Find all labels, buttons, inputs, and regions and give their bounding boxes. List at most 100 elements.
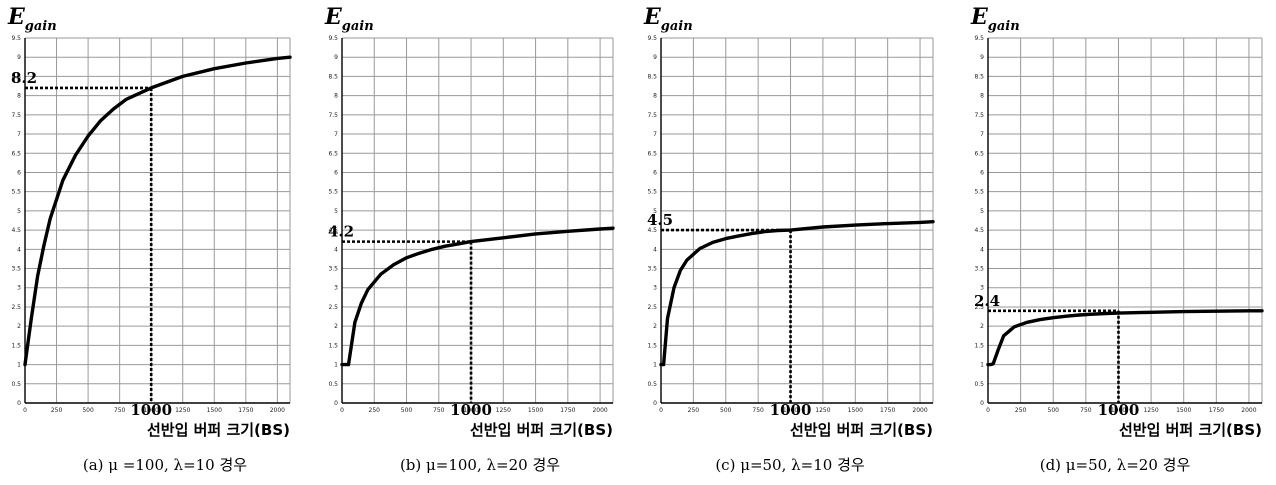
y-tick-label: 0.5 xyxy=(11,381,21,388)
y-tick-label: 8.5 xyxy=(647,73,657,80)
x-axis-title: 선반입 버퍼 크기(BS) xyxy=(790,421,933,439)
x-tick-label: 250 xyxy=(1015,407,1027,414)
y-tick-label: 4 xyxy=(980,246,984,253)
annotation-y-label: 8.2 xyxy=(11,69,37,87)
y-tick-label: 5 xyxy=(334,208,338,215)
y-tick-label: 3.5 xyxy=(328,266,338,273)
y-tick-label: 8.5 xyxy=(11,73,21,80)
y-tick-label: 1.5 xyxy=(974,342,984,349)
annotation-y-label: 2.4 xyxy=(974,292,1000,310)
x-tick-label: 1250 xyxy=(175,407,190,414)
x-tick-label: 1750 xyxy=(1209,407,1224,414)
y-tick-label: 6 xyxy=(334,169,338,176)
x-tick-label: 1250 xyxy=(815,407,830,414)
y-tick-label: 4.5 xyxy=(974,227,984,234)
y-tick-label: 1 xyxy=(980,362,984,369)
x-tick-label: 750 xyxy=(752,407,764,414)
y-tick-label: 7 xyxy=(17,131,21,138)
y-tick-label: 1.5 xyxy=(647,342,657,349)
y-axis-title: Egain xyxy=(970,4,1020,34)
chart-caption: (a) μ =100, λ=10 경우 xyxy=(83,456,247,474)
x-tick-label: 1750 xyxy=(880,407,895,414)
x-tick-label: 1500 xyxy=(528,407,543,414)
x-tick-label: 1250 xyxy=(496,407,511,414)
chart-panel: 0 250 500 750 1000 1250 1500 1750 2000 0 0.5 1 1.5 2 2… xyxy=(7,4,292,474)
x-tick-label: 250 xyxy=(688,407,700,414)
x-tick-label: 750 xyxy=(114,407,126,414)
chart-caption: (c) μ=50, λ=10 경우 xyxy=(715,456,865,474)
y-tick-label: 4.5 xyxy=(328,227,338,234)
y-tick-label: 5.5 xyxy=(11,189,21,196)
x-axis-title: 선반입 버퍼 크기(BS) xyxy=(470,421,613,439)
y-tick-label: 9.5 xyxy=(974,35,984,42)
y-axis-title-main: E xyxy=(970,4,989,30)
y-tick-label: 2.5 xyxy=(328,304,338,311)
y-tick-label: 4 xyxy=(334,246,338,253)
x-tick-label: 1500 xyxy=(207,407,222,414)
y-tick-label: 5 xyxy=(653,208,657,215)
x-tick-label: 1500 xyxy=(1176,407,1191,414)
y-tick-label: 3.5 xyxy=(974,266,984,273)
y-tick-label: 3 xyxy=(334,285,338,292)
y-tick-label: 6.5 xyxy=(11,150,21,157)
x-tick-label: 750 xyxy=(1080,407,1092,414)
annotation-x-label: 1000 xyxy=(1098,401,1140,419)
y-tick-label: 0 xyxy=(17,400,21,407)
y-tick-label: 7.5 xyxy=(974,112,984,119)
x-tick-label: 1750 xyxy=(238,407,253,414)
y-tick-label: 3 xyxy=(980,285,984,292)
y-axis-title-main: E xyxy=(7,4,26,30)
y-tick-label: 9.5 xyxy=(647,35,657,42)
y-tick-label: 4 xyxy=(17,246,21,253)
y-tick-label: 6 xyxy=(980,169,984,176)
y-tick-label: 6 xyxy=(17,169,21,176)
y-tick-label: 3 xyxy=(17,285,21,292)
y-tick-label: 8.5 xyxy=(974,73,984,80)
y-tick-label: 2 xyxy=(17,323,21,330)
y-tick-label: 1 xyxy=(653,362,657,369)
y-tick-label: 7.5 xyxy=(328,112,338,119)
x-tick-label: 1000 xyxy=(1111,407,1126,414)
x-tick-label: 0 xyxy=(23,407,27,414)
x-tick-label: 2000 xyxy=(912,407,927,414)
chart-caption: (d) μ=50, λ=20 경우 xyxy=(1040,456,1191,474)
y-tick-label: 9 xyxy=(17,54,21,61)
x-tick-label: 250 xyxy=(51,407,63,414)
y-tick-label: 8.5 xyxy=(328,73,338,80)
x-axis-title: 선반입 버퍼 크기(BS) xyxy=(147,421,290,439)
y-tick-label: 0.5 xyxy=(647,381,657,388)
x-tick-label: 750 xyxy=(433,407,445,414)
x-tick-label: 500 xyxy=(401,407,413,414)
y-axis-title-main: E xyxy=(643,4,662,30)
x-tick-label: 1750 xyxy=(560,407,575,414)
x-axis-title: 선반입 버퍼 크기(BS) xyxy=(1119,421,1262,439)
y-axis-title-main: E xyxy=(324,4,343,30)
x-tick-label: 0 xyxy=(659,407,663,414)
y-tick-label: 6 xyxy=(653,169,657,176)
data-line xyxy=(340,226,615,367)
chart-panel: 0 250 500 750 1000 1250 1500 1750 2000 0 0.5 1 1.5 2 2… xyxy=(324,4,615,474)
annotation-x-label: 1000 xyxy=(770,401,812,419)
y-tick-label: 0.5 xyxy=(974,381,984,388)
y-tick-label: 2.5 xyxy=(647,304,657,311)
x-tick-label: 1000 xyxy=(463,407,478,414)
x-tick-label: 500 xyxy=(1048,407,1060,414)
y-axis-title-subscript: gain xyxy=(342,19,374,34)
y-tick-label: 4.5 xyxy=(647,227,657,234)
y-tick-label: 4.5 xyxy=(11,227,21,234)
y-tick-label: 2 xyxy=(980,323,984,330)
y-tick-label: 0 xyxy=(980,400,984,407)
y-tick-label: 7 xyxy=(980,131,984,138)
y-tick-label: 9 xyxy=(980,54,984,61)
x-tick-label: 2000 xyxy=(1241,407,1256,414)
y-tick-label: 8 xyxy=(980,93,984,100)
x-tick-label: 1500 xyxy=(848,407,863,414)
data-line xyxy=(986,309,1264,367)
y-tick-label: 9 xyxy=(653,54,657,61)
y-tick-label: 8 xyxy=(653,93,657,100)
y-tick-label: 1.5 xyxy=(328,342,338,349)
y-tick-label: 4 xyxy=(653,246,657,253)
y-axis-title: Egain xyxy=(324,4,374,34)
